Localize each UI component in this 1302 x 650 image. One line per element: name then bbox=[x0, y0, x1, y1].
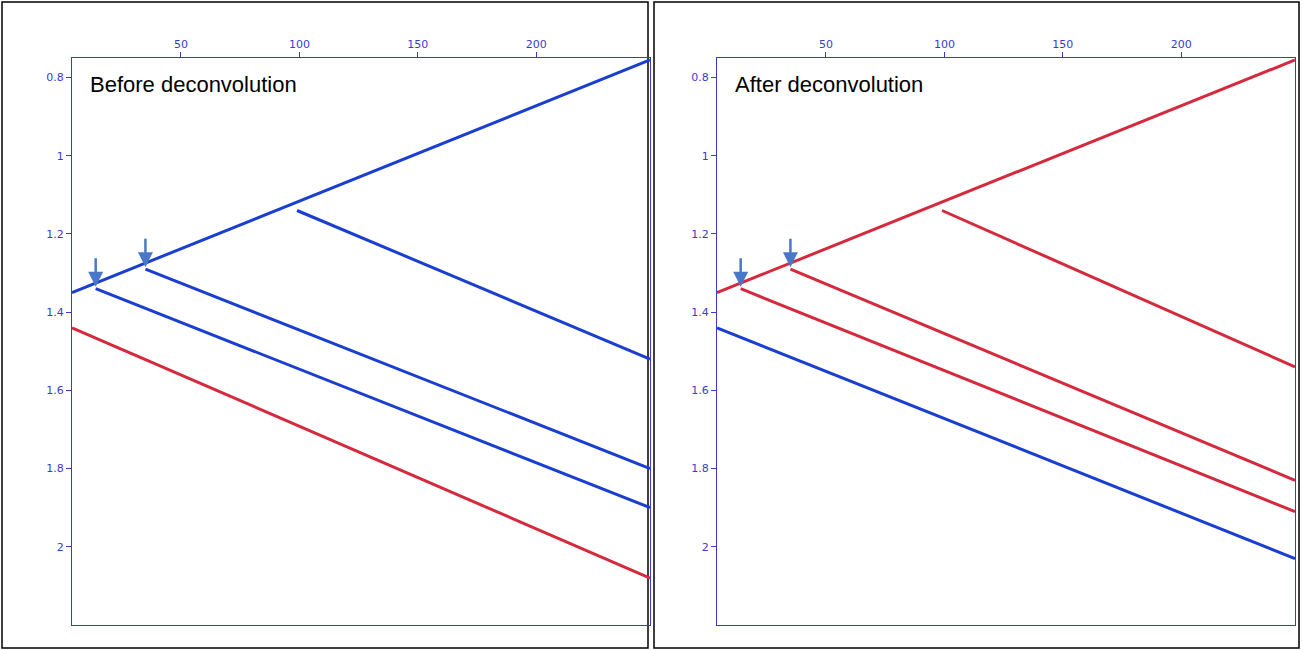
svg-text:1.6: 1.6 bbox=[46, 384, 64, 397]
svg-text:After deconvolution: After deconvolution bbox=[735, 72, 923, 97]
svg-text:50: 50 bbox=[819, 38, 833, 51]
svg-text:1.6: 1.6 bbox=[691, 384, 709, 397]
svg-text:1.4: 1.4 bbox=[46, 306, 64, 319]
svg-text:1: 1 bbox=[57, 150, 64, 163]
svg-text:0.8: 0.8 bbox=[691, 71, 709, 84]
svg-text:Before deconvolution: Before deconvolution bbox=[90, 72, 297, 97]
svg-text:200: 200 bbox=[526, 38, 547, 51]
svg-text:100: 100 bbox=[934, 38, 955, 51]
svg-text:50: 50 bbox=[174, 38, 188, 51]
svg-text:200: 200 bbox=[1171, 38, 1192, 51]
svg-text:1.2: 1.2 bbox=[46, 228, 64, 241]
svg-text:1: 1 bbox=[702, 150, 709, 163]
svg-text:0.8: 0.8 bbox=[46, 71, 64, 84]
svg-text:1.2: 1.2 bbox=[691, 228, 709, 241]
svg-text:1.8: 1.8 bbox=[46, 462, 64, 475]
svg-text:100: 100 bbox=[289, 38, 310, 51]
svg-text:2: 2 bbox=[702, 541, 709, 554]
svg-text:150: 150 bbox=[407, 38, 428, 51]
svg-text:2: 2 bbox=[57, 541, 64, 554]
svg-text:1.4: 1.4 bbox=[691, 306, 709, 319]
svg-text:1.8: 1.8 bbox=[691, 462, 709, 475]
svg-text:150: 150 bbox=[1052, 38, 1073, 51]
